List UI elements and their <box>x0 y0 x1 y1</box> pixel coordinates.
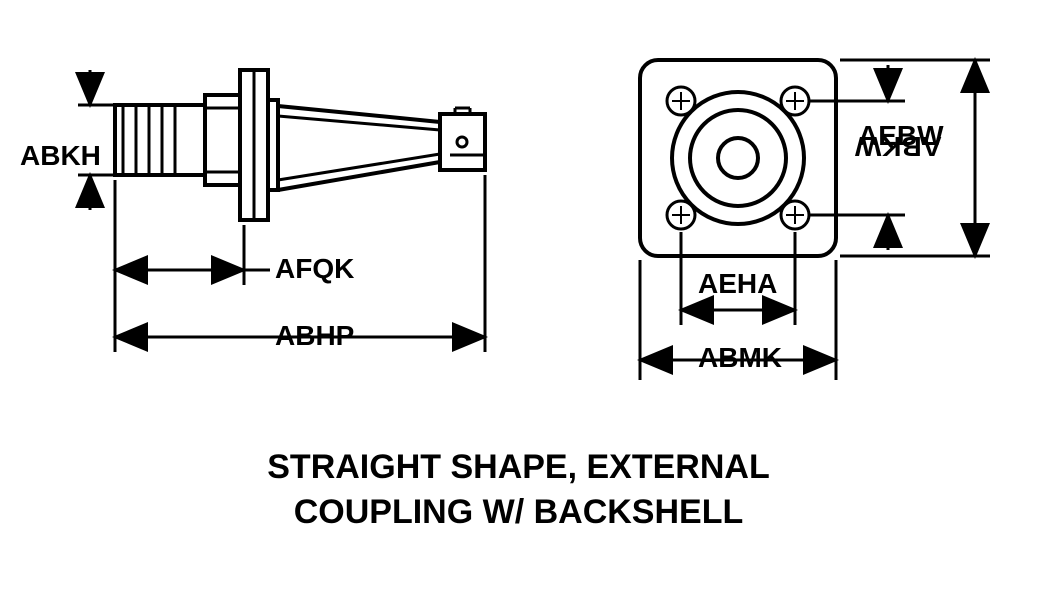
label-abkw: ABKW <box>855 130 942 162</box>
label-afqk: AFQK <box>275 253 354 285</box>
title-line2: COUPLING W/ BACKSHELL <box>0 493 1037 532</box>
dimension-afqk <box>115 180 270 285</box>
label-abmk: ABMK <box>698 342 782 374</box>
label-aeha: AEHA <box>698 268 777 300</box>
side-view <box>115 70 485 220</box>
front-view <box>640 60 836 256</box>
label-abhp: ABHP <box>275 320 354 352</box>
title-line1: STRAIGHT SHAPE, EXTERNAL <box>0 448 1037 487</box>
label-abkh: ABKH <box>20 140 101 172</box>
technical-drawing: ABKH AFQK ABHP AEBW ABKW AEHA ABMK STRAI… <box>0 0 1037 609</box>
